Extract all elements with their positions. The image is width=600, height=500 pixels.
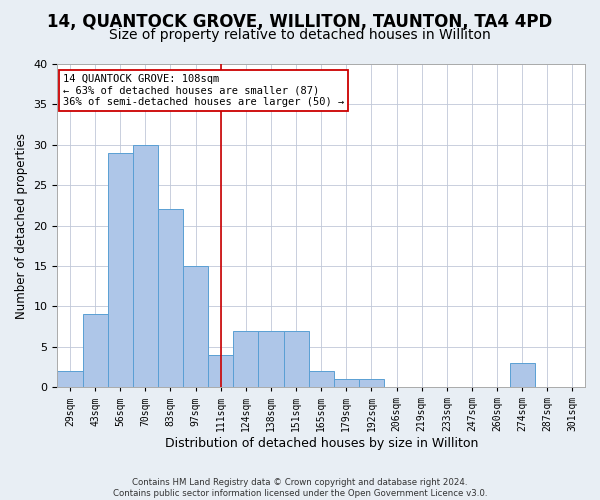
Bar [509, 363, 535, 387]
Bar [359, 379, 384, 387]
Bar [83, 314, 107, 387]
Bar [308, 371, 334, 387]
Text: Contains HM Land Registry data © Crown copyright and database right 2024.
Contai: Contains HM Land Registry data © Crown c… [113, 478, 487, 498]
Bar [158, 210, 183, 387]
Text: 14, QUANTOCK GROVE, WILLITON, TAUNTON, TA4 4PD: 14, QUANTOCK GROVE, WILLITON, TAUNTON, T… [47, 12, 553, 30]
Bar [107, 153, 133, 387]
Text: Size of property relative to detached houses in Williton: Size of property relative to detached ho… [109, 28, 491, 42]
Bar [208, 355, 233, 387]
Bar [183, 266, 208, 387]
Bar [133, 145, 158, 387]
X-axis label: Distribution of detached houses by size in Williton: Distribution of detached houses by size … [164, 437, 478, 450]
Bar [233, 330, 259, 387]
Y-axis label: Number of detached properties: Number of detached properties [15, 132, 28, 318]
Bar [58, 371, 83, 387]
Bar [284, 330, 308, 387]
Bar [259, 330, 284, 387]
Bar [334, 379, 359, 387]
Text: 14 QUANTOCK GROVE: 108sqm
← 63% of detached houses are smaller (87)
36% of semi-: 14 QUANTOCK GROVE: 108sqm ← 63% of detac… [62, 74, 344, 107]
